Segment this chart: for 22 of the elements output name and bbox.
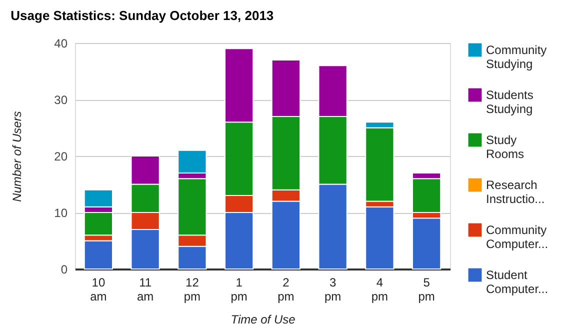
y-tick-label: 0 — [60, 262, 68, 276]
x-tick-label: 1 pm — [230, 276, 248, 304]
legend-label: Community Computer... — [486, 223, 548, 251]
x-tick-label: 3 pm — [324, 276, 342, 304]
y-tick-label: 20 — [54, 150, 68, 164]
x-tick-label: 10 am — [90, 276, 107, 304]
y-tick-label: 10 — [54, 206, 68, 220]
x-axis-title: Time of Use — [230, 312, 296, 326]
legend-label: Community Studying — [486, 43, 547, 71]
legend-label: Student Computer... — [486, 268, 548, 296]
x-tick-label: 4 pm — [371, 276, 388, 304]
y-tick-label: 30 — [54, 93, 68, 107]
x-tick-label: 5 pm — [418, 276, 435, 304]
x-tick-label: 2 pm — [278, 276, 294, 304]
x-tick-label: 11 am — [136, 276, 154, 304]
legend-label: Students Studying — [486, 88, 534, 116]
legend-label: Research Instructio... — [486, 178, 545, 206]
y-axis-title: Number of Users — [10, 111, 24, 202]
y-tick-label: 40 — [54, 36, 68, 50]
x-tick-label: 12 pm — [184, 276, 201, 304]
chart-title: Usage Statistics: Sunday October 13, 2013 — [10, 8, 274, 23]
legend-label: Study Rooms — [486, 133, 524, 161]
